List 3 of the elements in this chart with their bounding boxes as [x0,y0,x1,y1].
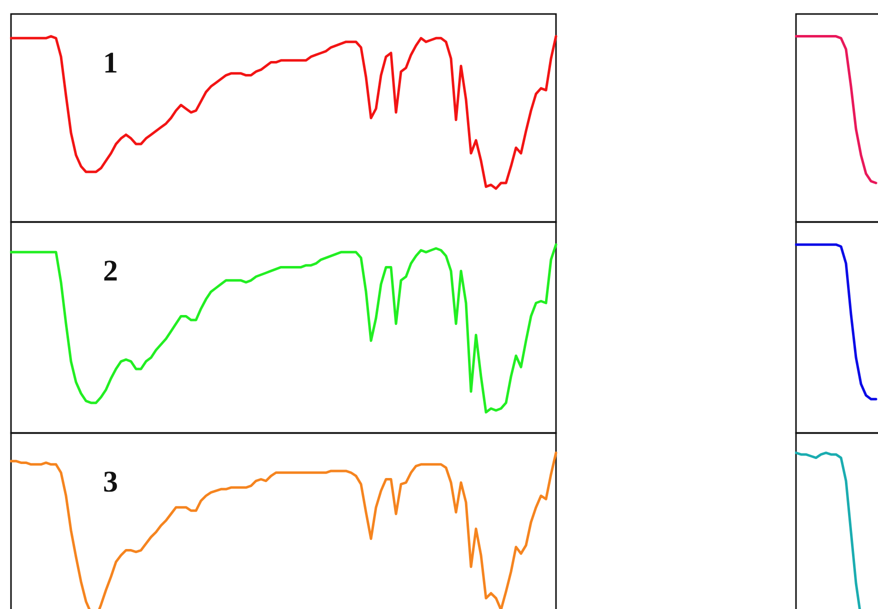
chart-title: 2 [103,254,118,288]
chart-title: 1 [103,46,118,80]
chart-title: 3 [103,466,118,498]
